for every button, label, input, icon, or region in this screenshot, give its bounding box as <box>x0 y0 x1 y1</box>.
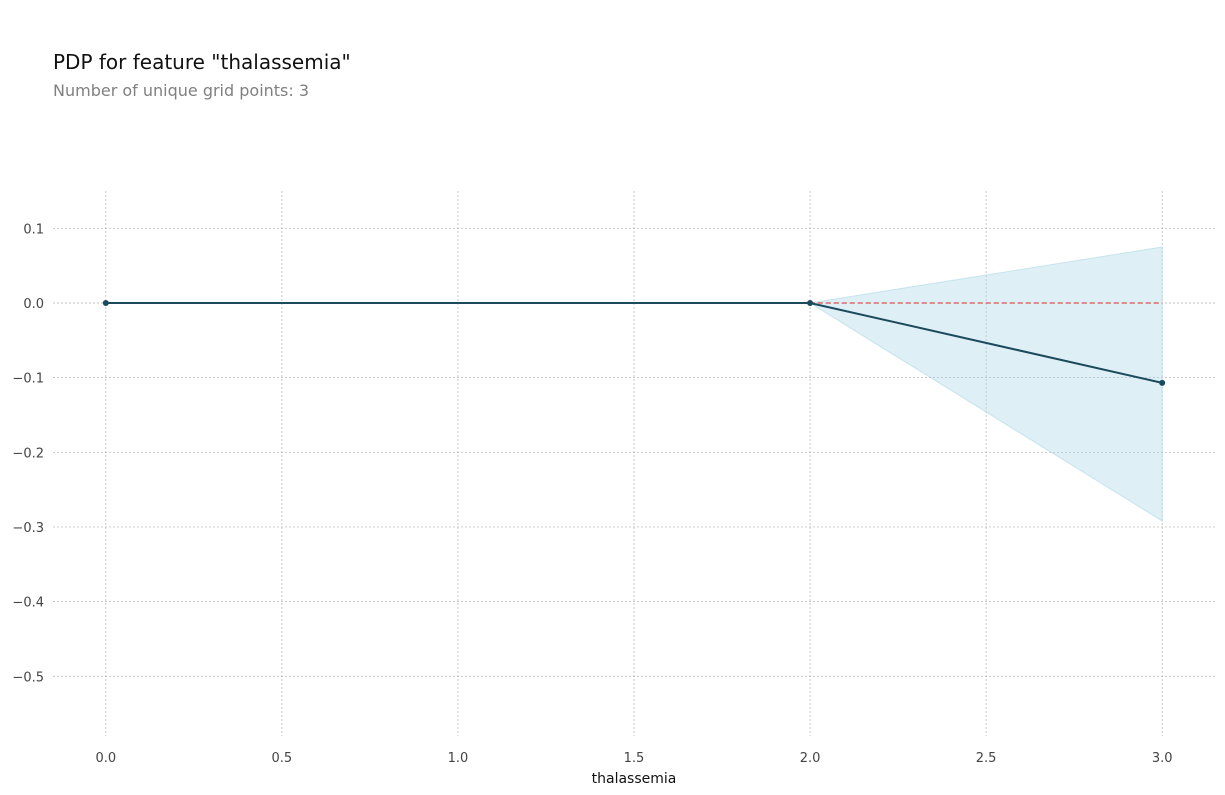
x-tick-label: 0.5 <box>272 751 293 766</box>
x-tick-label: 1.5 <box>624 751 645 766</box>
x-tick-label: 0.0 <box>95 751 116 766</box>
grid <box>53 191 1215 736</box>
x-tick-labels: 0.0 0.5 1.0 1.5 2.0 2.5 3.0 <box>95 751 1172 766</box>
pdp-point <box>807 299 814 306</box>
y-tick-label: 0.1 <box>23 222 44 237</box>
y-tick-label: −0.2 <box>12 446 44 461</box>
x-tick-label: 3.0 <box>1152 751 1173 766</box>
x-axis-label: thalassemia <box>592 771 677 787</box>
pdp-point <box>1159 379 1166 386</box>
y-tick-labels: 0.1 0.0 −0.1 −0.2 −0.3 −0.4 −0.5 <box>12 222 44 685</box>
y-tick-label: −0.4 <box>12 596 44 611</box>
y-tick-label: −0.1 <box>12 372 44 387</box>
pdp-points-layer <box>102 299 1166 386</box>
y-tick-label: 0.0 <box>23 297 44 312</box>
y-tick-label: −0.5 <box>12 670 44 685</box>
chart-title: PDP for feature "thalassemia" <box>53 50 351 74</box>
x-tick-label: 2.0 <box>800 751 821 766</box>
pdp-point <box>102 299 109 306</box>
x-tick-label: 2.5 <box>976 751 997 766</box>
y-tick-label: −0.3 <box>12 521 44 536</box>
x-tick-label: 1.0 <box>448 751 469 766</box>
chart-subtitle: Number of unique grid points: 3 <box>53 81 310 100</box>
